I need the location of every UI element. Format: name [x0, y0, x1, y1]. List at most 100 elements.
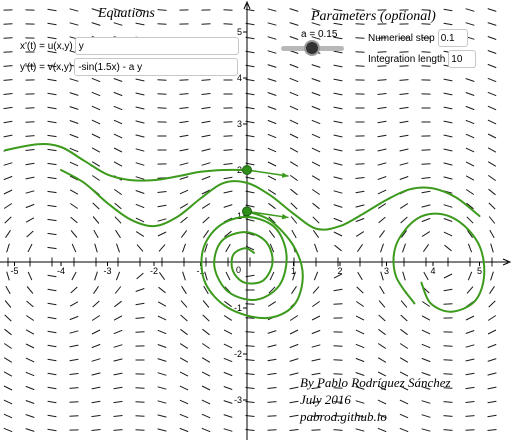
field-segment: [400, 216, 408, 224]
field-segment: [158, 286, 166, 294]
field-segment: [357, 271, 363, 281]
field-segment: [157, 315, 167, 321]
field-segment: [91, 147, 101, 153]
field-segment: [399, 357, 409, 363]
field-segment: [399, 385, 409, 391]
field-segment: [487, 77, 497, 83]
field-segment: [180, 216, 188, 224]
x-equation-input[interactable]: [74, 37, 239, 55]
field-segment: [422, 301, 430, 307]
field-segment: [378, 300, 386, 308]
field-segment: [92, 202, 100, 210]
field-segment: [333, 303, 343, 305]
field-segment: [180, 230, 188, 238]
field-segment: [311, 401, 321, 403]
field-segment: [443, 415, 453, 417]
field-segment: [421, 357, 431, 363]
y-tick-label: -1: [234, 303, 242, 313]
field-segment: [267, 415, 277, 417]
field-segment: [69, 92, 79, 96]
field-segment: [488, 216, 496, 224]
field-segment: [311, 64, 321, 68]
field-segment: [181, 285, 187, 295]
field-segment: [333, 148, 343, 152]
field-segment: [179, 134, 189, 138]
field-segment: [355, 329, 365, 335]
field-segment: [267, 175, 277, 181]
field-segment: [179, 413, 189, 419]
field-segment: [268, 202, 276, 210]
field-segment: [377, 176, 387, 180]
field-segment: [467, 271, 473, 281]
field-segment: [267, 372, 277, 376]
y-tick-label: 3: [237, 119, 242, 129]
field-segment: [487, 429, 497, 431]
field-segment: [289, 315, 299, 321]
integration-length-input[interactable]: [448, 50, 477, 68]
field-segment: [399, 413, 409, 419]
field-segment: [289, 414, 299, 418]
field-segment: [135, 78, 145, 82]
field-segment: [93, 286, 99, 294]
initial-point[interactable]: [242, 165, 252, 175]
field-segment: [27, 243, 33, 253]
slider-a-knob[interactable]: [306, 42, 318, 54]
field-segment: [3, 79, 13, 81]
field-segment: [402, 271, 406, 281]
credit-site[interactable]: pabrod.github.io: [300, 409, 387, 424]
field-segment: [423, 271, 429, 281]
y-equation-input[interactable]: [74, 58, 239, 76]
field-segment: [223, 315, 233, 321]
field-segment: [135, 134, 145, 138]
field-segment: [399, 120, 409, 124]
field-segment: [289, 63, 299, 69]
x-axis-arrow: [502, 258, 512, 266]
field-segment: [465, 161, 475, 167]
field-segment: [3, 134, 13, 138]
field-segment: [377, 385, 387, 391]
field-segment: [47, 50, 57, 54]
field-segment: [311, 36, 321, 40]
field-segment: [115, 229, 121, 239]
field-segment: [377, 134, 387, 138]
field-segment: [47, 78, 57, 82]
field-segment: [465, 105, 475, 111]
field-segment: [489, 286, 495, 294]
field-segment: [113, 386, 123, 390]
field-segment: [267, 330, 277, 334]
field-segment: [113, 415, 123, 417]
field-segment: [267, 133, 277, 139]
field-segment: [290, 216, 298, 224]
field-segment: [157, 23, 167, 25]
field-segment: [47, 288, 57, 292]
field-segment: [69, 133, 79, 139]
field-segment: [355, 428, 365, 432]
field-segment: [355, 343, 365, 349]
field-segment: [113, 329, 123, 335]
trajectory-spiral-origin: [200, 210, 304, 320]
field-segment: [182, 243, 186, 253]
field-segment: [25, 357, 35, 363]
field-segment: [114, 216, 122, 224]
field-segment: [355, 372, 365, 376]
field-segment: [487, 343, 497, 349]
field-segment: [333, 415, 343, 417]
x-tick-label: 3: [384, 266, 389, 276]
direction-arrowhead: [281, 213, 289, 220]
field-segment: [421, 190, 431, 194]
numerical-step-input[interactable]: [437, 29, 468, 47]
field-segment: [465, 189, 475, 195]
field-segment: [135, 106, 145, 110]
field-segment: [443, 218, 453, 222]
field-segment: [47, 330, 57, 334]
field-segment: [47, 134, 57, 138]
initial-point[interactable]: [242, 206, 252, 217]
field-segment: [113, 147, 123, 153]
field-segment: [157, 329, 167, 335]
field-segment: [92, 175, 100, 181]
field-segment: [421, 400, 431, 404]
field-segment: [179, 399, 189, 405]
x-tick-label: -2: [150, 266, 158, 276]
field-segment: [312, 202, 320, 210]
